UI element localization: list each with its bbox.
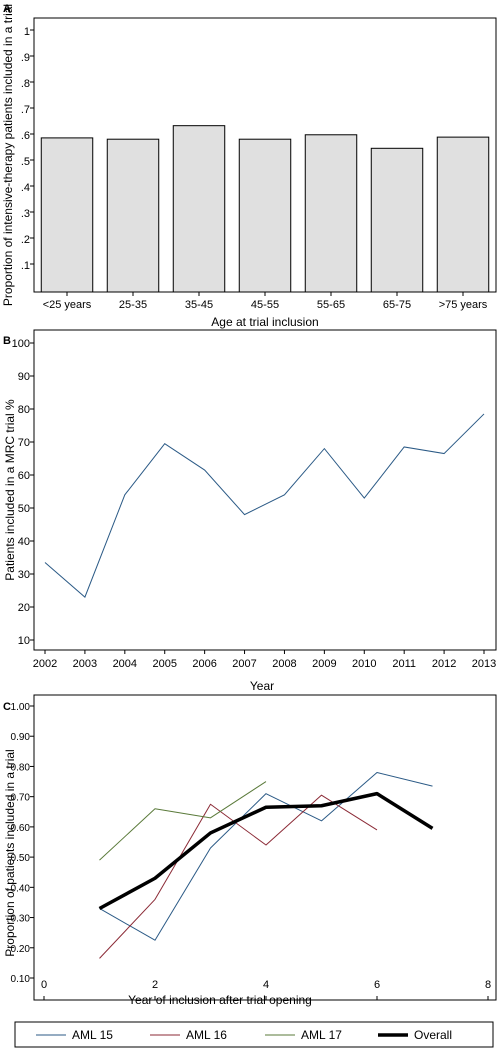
panel-b-x-tick-label: 2004: [113, 658, 137, 670]
panel-b-y-tick-label: 70: [18, 437, 30, 449]
panel-c-y-tick-label: 0.20: [11, 944, 31, 955]
panel-a-bar: [304, 134, 358, 293]
panel-c-y-tick-label: 0.40: [11, 883, 31, 894]
panel-b-y-tick-label: 30: [18, 569, 30, 581]
panel-a-x-tick-label: >75 years: [439, 299, 488, 311]
panel-a-label: A: [3, 3, 11, 15]
panel-b-x-tick-label: 2010: [352, 658, 376, 670]
panel-a-y-tick-label: .6: [21, 130, 30, 142]
panel-c-y-tick-label: 1.00: [11, 702, 31, 713]
panel-c-series-line: [99, 794, 378, 959]
panel-a-bar: [436, 136, 490, 293]
panel-b-x-tick-label: 2006: [192, 658, 216, 670]
panel-c-y-axis-title: Proportion of patients included in a tri…: [3, 749, 17, 956]
panel-b-y-axis-title: Patients included in a MRC trial %: [3, 399, 17, 581]
panel-b-y-tick-label: 40: [18, 536, 30, 548]
panel-c-line-chart: C 0.10 0.20 0.30 0.40 0.50 0.60 0.70 0.80 0.90 1.…: [3, 694, 497, 1048]
panel-a-y-tick-label: .9: [21, 52, 30, 64]
panel-c-x-tick-label: 2: [152, 979, 158, 991]
legend-item: AML 15: [36, 1028, 113, 1042]
legend-label: AML 17: [301, 1028, 342, 1042]
panel-b-series-line: [44, 413, 485, 598]
panel-c-label: C: [3, 701, 11, 713]
panel-a-y-tick-label: .7: [21, 104, 30, 116]
panel-a-x-tick-label: 35-45: [185, 299, 213, 311]
panel-c-x-tick-label: 6: [374, 979, 380, 991]
panel-c-y-tick-label: 0.50: [11, 853, 31, 864]
panel-a-bar: [238, 138, 292, 293]
panel-b-label: B: [3, 335, 11, 347]
panel-c-legend: [14, 1021, 494, 1048]
panel-b-line-chart: B 10 20 30 40 50 60 70 80 90 100 2002 2003 2004 2005…: [3, 329, 497, 693]
panel-b-x-tick-label: 2013: [472, 658, 496, 670]
panel-c-plot-area: [33, 694, 497, 1001]
legend-label: AML 16: [186, 1028, 227, 1042]
panel-b-y-tick-label: 50: [18, 503, 30, 515]
panel-a-x-tick-label: 55-65: [317, 299, 345, 311]
panel-a-x-tick-label: 45-55: [251, 299, 279, 311]
panel-a-y-tick-label: .2: [21, 234, 30, 246]
panel-b-x-tick-label: 2002: [33, 658, 57, 670]
panel-c-series-line: [98, 791, 434, 911]
panel-b-plot-area: [33, 329, 497, 651]
panel-c-y-tick-label: 0.90: [11, 732, 31, 743]
panel-c-x-tick-label: 8: [485, 979, 491, 991]
panel-a-bar: [40, 137, 94, 293]
panel-c-x-axis-title: Year of inclusion after trial opening: [128, 993, 312, 1007]
panel-c-series-line: [99, 781, 267, 861]
panel-b-y-tick-label: 10: [18, 635, 30, 647]
panel-c-y-tick-label: 0.10: [11, 974, 31, 985]
panel-b-x-tick-label: 2003: [73, 658, 97, 670]
legend-item: Overall: [378, 1028, 452, 1042]
panel-c-y-tick-label: 0.70: [11, 793, 31, 804]
panel-a-y-tick-label: .4: [21, 182, 30, 194]
panel-b-y-tick-label: 100: [12, 338, 30, 350]
panel-b-y-tick-label: 60: [18, 470, 30, 482]
panel-b-x-tick-label: 2008: [272, 658, 296, 670]
legend-item: AML 16: [150, 1028, 227, 1042]
panel-b-x-tick-label: 2009: [312, 658, 336, 670]
panel-a-bar-chart: A .1 .2 .3 .4 .5 .6 .7 .8 .9 1 <25 years 25-35 35-4…: [1, 3, 497, 329]
panel-b-x-tick-label: 2005: [152, 658, 176, 670]
panel-b-x-tick-label: 2007: [232, 658, 256, 670]
legend-label: Overall: [414, 1028, 452, 1042]
panel-c-y-tick-label: 0.30: [11, 914, 31, 925]
panel-a-y-tick-label: .3: [21, 208, 30, 220]
panel-b-x-axis-title: Year: [250, 679, 274, 693]
panel-b-x-tick-label: 2012: [432, 658, 456, 670]
legend-label: AML 15: [72, 1028, 113, 1042]
panel-a-bar: [106, 138, 160, 293]
panel-b-y-tick-label: 80: [18, 404, 30, 416]
panel-c-x-tick-label: 0: [41, 979, 47, 991]
panel-c-y-tick-label: 0.80: [11, 762, 31, 773]
panel-c-x-tick-label: 4: [263, 979, 269, 991]
panel-a-y-tick-label: 1: [24, 26, 30, 38]
panel-a-y-tick-label: .8: [21, 78, 30, 90]
panel-b-x-tick-label: 2011: [392, 658, 416, 670]
panel-c-y-tick-label: 0.60: [11, 823, 31, 834]
panel-a-y-tick-label: .1: [21, 260, 30, 272]
panel-a-x-axis-title: Age at trial inclusion: [211, 315, 318, 329]
panel-a-x-tick-label: 25-35: [119, 299, 147, 311]
panel-b-y-tick-label: 90: [18, 371, 30, 383]
panel-b-y-tick-label: 20: [18, 602, 30, 614]
panel-a-bar: [370, 147, 424, 293]
panel-a-bar: [172, 125, 226, 293]
panel-a-x-tick-label: 65-75: [383, 299, 411, 311]
panel-a-y-axis-title: Proportion of intensive-therapy patients…: [1, 4, 15, 306]
panel-a-x-tick-label: <25 years: [43, 299, 92, 311]
panel-c-series-line: [99, 771, 433, 941]
legend-item: AML 17: [265, 1028, 342, 1042]
panel-a-y-tick-label: .5: [21, 156, 30, 168]
